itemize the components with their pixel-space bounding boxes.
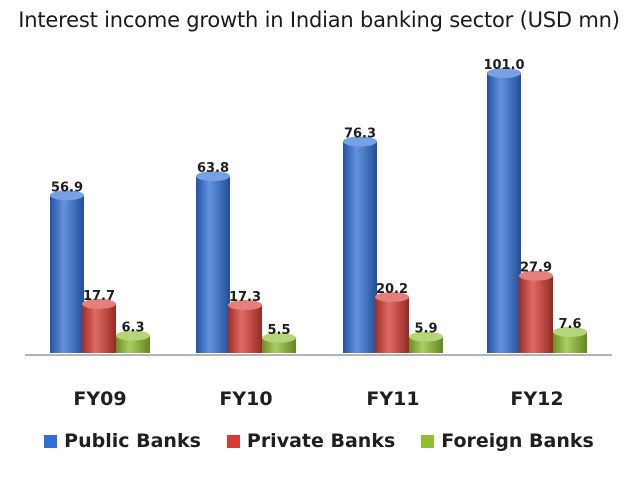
bar-public-banks-fy11: [343, 141, 377, 353]
x-tick-label-fy09: FY09: [73, 388, 126, 410]
bar-cap-public-banks-fy12: [487, 68, 521, 78]
legend-label-private-banks: Private Banks: [246, 430, 396, 452]
legend-swatch-private-banks: [226, 434, 240, 448]
x-tick-label-fy11: FY11: [366, 388, 419, 410]
bar-cap-private-banks-fy11: [375, 292, 409, 302]
legend-item-foreign-banks: Foreign Banks: [421, 430, 594, 452]
bar-private-banks-fy12: [519, 275, 553, 353]
legend-swatch-public-banks: [44, 434, 58, 448]
bar-cap-foreign-banks-fy11: [409, 331, 443, 342]
data-label-public-banks-fy11: 76.3: [344, 126, 376, 141]
data-label-public-banks-fy10: 63.8: [197, 161, 229, 176]
data-label-foreign-banks-fy12: 7.6: [558, 317, 581, 332]
bar-cap-private-banks-fy10: [228, 300, 262, 311]
chart-title: Interest income growth in Indian banking…: [18, 8, 620, 32]
bar-public-banks-fy10: [196, 176, 230, 353]
bar-cap-foreign-banks-fy10: [262, 332, 296, 343]
data-label-public-banks-fy09: 56.9: [51, 180, 83, 195]
bar-cap-foreign-banks-fy12: [553, 326, 587, 337]
bar-cap-private-banks-fy09: [82, 298, 116, 309]
data-label-public-banks-fy12: 101.0: [483, 58, 524, 73]
bar-private-banks-fy10: [228, 305, 262, 353]
bar-private-banks-fy09: [82, 303, 116, 353]
legend-label-public-banks: Public Banks: [64, 430, 201, 452]
data-label-private-banks-fy10: 17.3: [229, 290, 261, 305]
bar-foreign-banks-fy09: [116, 335, 150, 353]
data-label-foreign-banks-fy10: 5.5: [267, 323, 290, 338]
bar-chart: 56.9 17.7 6.3 63.8 17.3 5.5 76.3 20.2 5.9 101.0 27…: [25, 58, 612, 410]
x-tick-label-fy12: FY12: [510, 388, 563, 410]
bar-public-banks-fy12: [487, 73, 521, 353]
legend-item-private-banks: Private Banks: [226, 430, 396, 452]
legend-label-foreign-banks: Foreign Banks: [441, 430, 594, 452]
data-label-private-banks-fy09: 17.7: [83, 289, 115, 304]
bar-cap-private-banks-fy12: [519, 270, 553, 281]
bar-cap-public-banks-fy09: [50, 190, 84, 201]
chart-legend: Public Banks Private Banks Foreign Banks: [0, 430, 638, 452]
bar-foreign-banks-fy12: [553, 331, 587, 353]
data-label-foreign-banks-fy11: 5.9: [414, 322, 437, 337]
data-label-foreign-banks-fy09: 6.3: [121, 321, 144, 336]
bar-cap-public-banks-fy11: [343, 136, 377, 147]
data-label-private-banks-fy12: 27.9: [520, 261, 552, 276]
x-tick-label-fy10: FY10: [219, 388, 272, 410]
data-label-private-banks-fy11: 20.2: [376, 282, 408, 297]
bar-cap-foreign-banks-fy09: [116, 330, 150, 341]
bar-public-banks-fy09: [50, 195, 84, 353]
bar-cap-public-banks-fy10: [196, 171, 230, 182]
bar-private-banks-fy11: [375, 297, 409, 353]
legend-swatch-foreign-banks: [421, 434, 435, 448]
legend-item-public-banks: Public Banks: [44, 430, 201, 452]
